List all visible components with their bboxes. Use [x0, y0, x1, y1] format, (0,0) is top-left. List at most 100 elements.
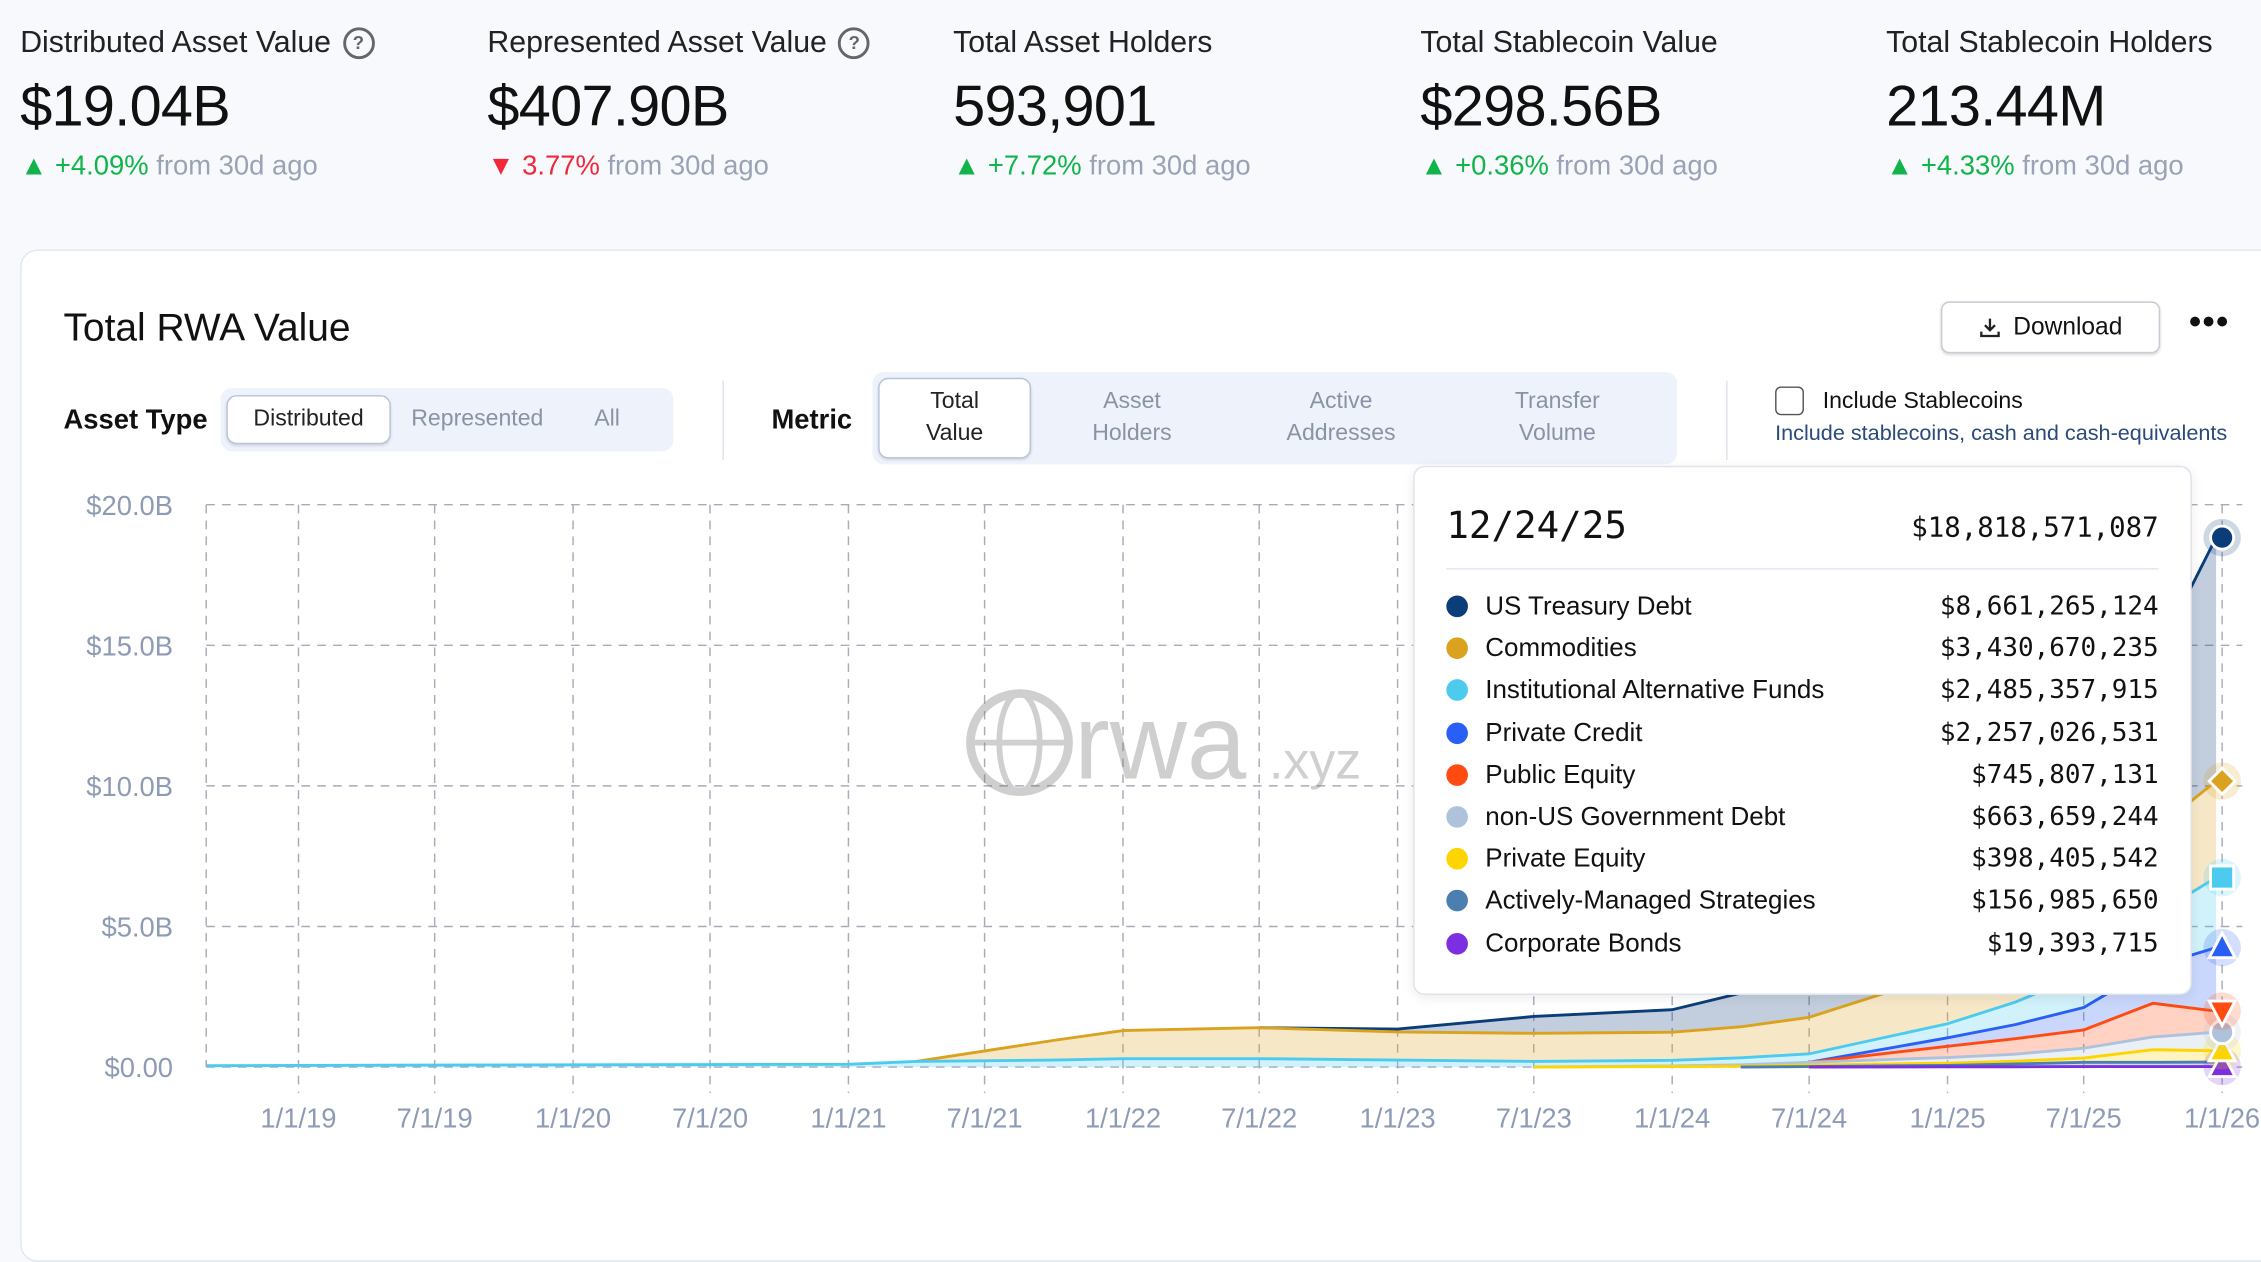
tooltip-total: $18,818,571,087 [1911, 511, 2159, 544]
metric-option[interactable]: Asset Holders [1031, 386, 1233, 449]
asset-type-all[interactable]: All [594, 406, 620, 432]
stat-label-text: Distributed Asset Value [20, 25, 332, 60]
x-tick-label: 7/1/25 [2046, 1103, 2122, 1134]
stat-change-value: 3.77% [522, 151, 600, 182]
stat-change-suffix: from 30d ago [156, 151, 318, 182]
series-name: US Treasury Debt [1485, 591, 1692, 621]
series-name: Corporate Bonds [1485, 928, 1682, 957]
x-tick-label: 7/1/21 [947, 1103, 1023, 1134]
metric-selector: Total Value Asset Holders Active Addresses Tra… [872, 372, 1678, 465]
x-tick-label: 1/1/21 [810, 1103, 886, 1134]
series-color-dot-icon [1446, 595, 1468, 618]
asset-type-selector: Distributed Represented All [220, 387, 674, 452]
tooltip-row: Public Equity $745,807,131 [1446, 754, 2159, 796]
area-non-us-government-debt [1533, 1032, 2217, 1068]
stat-label: Represented Asset Value? [487, 25, 871, 61]
asset-type-distributed[interactable]: Distributed [226, 395, 391, 445]
area-private-credit [1809, 947, 2217, 1063]
stat-change-suffix: from 30d ago [1556, 151, 1718, 182]
stat-label: Total Asset Holders [953, 26, 1251, 61]
x-tick-label: 7/1/24 [1771, 1103, 1847, 1134]
include-stablecoins-label: Include Stablecoins [1822, 389, 2023, 414]
download-button[interactable]: Download [1940, 301, 2161, 354]
series-color-dot-icon [1446, 890, 1468, 912]
tooltip-row: Private Equity $398,405,542 [1446, 838, 2159, 880]
line-public-equity [1808, 1001, 2217, 1064]
y-tick-label: $5.0B [101, 912, 173, 943]
stat-label: Total Stablecoin Value [1420, 26, 1718, 61]
series-color-dot-icon [1446, 721, 1468, 744]
metric-option-line: Volume [1518, 421, 1596, 446]
series-color-dot-icon [1446, 637, 1468, 660]
series-value: $8,661,265,124 [1939, 591, 2159, 622]
series-name: non-US Government Debt [1485, 801, 1786, 831]
stat-label-text: Total Stablecoin Holders [1886, 25, 2213, 60]
end-marker-institutional-alternative-funds [2209, 864, 2236, 891]
help-icon[interactable]: ? [342, 27, 375, 60]
asset-type-label: Asset Type [63, 405, 208, 436]
arrow-up-icon: ▲ [1886, 151, 1914, 182]
tooltip-row: Corporate Bonds $19,393,715 [1446, 922, 2159, 964]
series-value: $156,985,650 [1971, 885, 2159, 917]
watermark-text: .xyz [1269, 733, 1361, 791]
asset-type-represented[interactable]: Represented [411, 406, 544, 432]
help-icon[interactable]: ? [838, 27, 871, 60]
x-tick-label: 7/1/19 [397, 1103, 473, 1134]
stat-change-suffix: from 30d ago [1089, 151, 1251, 182]
line-institutional-alternative-funds [206, 876, 2217, 1068]
download-label: Download [2013, 312, 2123, 341]
stat-value: $298.56B [1420, 74, 1662, 139]
stat-change: ▼ 3.77% from 30d ago [487, 151, 870, 183]
metric-option[interactable]: Active Addresses [1233, 386, 1449, 449]
stat-change-suffix: from 30d ago [2022, 151, 2184, 182]
include-stablecoins-checkbox[interactable] [1775, 386, 1804, 416]
divider [722, 380, 724, 460]
series-name: Institutional Alternative Funds [1485, 675, 1825, 705]
arrow-up-icon: ▲ [953, 151, 981, 182]
x-tick-label: 7/1/22 [1221, 1103, 1297, 1134]
y-tick-label: $15.0B [86, 630, 173, 661]
tooltip-row: Private Credit $2,257,026,531 [1446, 712, 2159, 754]
dashboard: Distributed Asset Value? $19.04B ▲ +4.09… [20, 25, 2261, 1262]
stat-label: Total Stablecoin Holders [1886, 26, 2213, 61]
stat-card: Total Asset Holders 593,901 ▲ +7.72% fro… [953, 26, 1251, 183]
download-icon [1980, 318, 2001, 338]
y-tick-label: $10.0B [86, 771, 173, 802]
stat-value: 213.44M [1886, 74, 2106, 139]
stat-label: Distributed Asset Value? [20, 25, 375, 61]
series-name: Private Credit [1485, 717, 1643, 747]
metric-option[interactable]: Total Value [878, 377, 1032, 459]
metric-option-line: Total [930, 389, 979, 414]
chart-tooltip: 12/24/25 $18,818,571,087 US Treasury Deb… [1413, 465, 2192, 995]
stat-change-value: +7.72% [987, 151, 1082, 182]
arrow-up-icon: ▲ [20, 151, 48, 182]
stat-label-text: Represented Asset Value [487, 25, 827, 60]
end-marker-private-equity [2206, 1033, 2238, 1063]
arrow-up-icon: ▲ [1420, 151, 1448, 182]
series-color-dot-icon [1446, 763, 1468, 786]
tooltip-date: 12/24/25 [1446, 504, 1627, 548]
end-marker-private-credit [2206, 930, 2238, 960]
series-name: Actively-Managed Strategies [1485, 885, 1816, 915]
series-value: $2,485,357,915 [1939, 675, 2159, 706]
end-marker-corporate-bonds [2206, 1049, 2238, 1079]
tooltip-row: non-US Government Debt $663,659,244 [1446, 796, 2159, 838]
series-name: Public Equity [1485, 759, 1636, 789]
metric-option[interactable]: Transfer Volume [1449, 386, 1665, 449]
x-tick-label: 1/1/23 [1360, 1103, 1436, 1134]
metric-option-line: Transfer [1514, 389, 1600, 414]
series-value: $3,430,670,235 [1939, 633, 2159, 664]
more-options-button[interactable]: ••• [2188, 302, 2230, 342]
metric-option-line: Asset [1103, 389, 1161, 414]
y-tick-label: $0.00 [105, 1052, 174, 1083]
divider [1726, 380, 1728, 460]
line-corporate-bonds [1809, 1065, 2217, 1069]
arrow-down-icon: ▼ [487, 151, 515, 182]
x-tick-label: 7/1/20 [672, 1103, 748, 1134]
series-color-dot-icon [1446, 679, 1468, 702]
stat-label-text: Total Asset Holders [953, 25, 1213, 60]
stat-change-suffix: from 30d ago [607, 151, 769, 182]
globe-icon-meridian [996, 690, 1043, 795]
stat-value: $19.04B [20, 74, 231, 139]
stat-value: $407.90B [487, 74, 729, 139]
